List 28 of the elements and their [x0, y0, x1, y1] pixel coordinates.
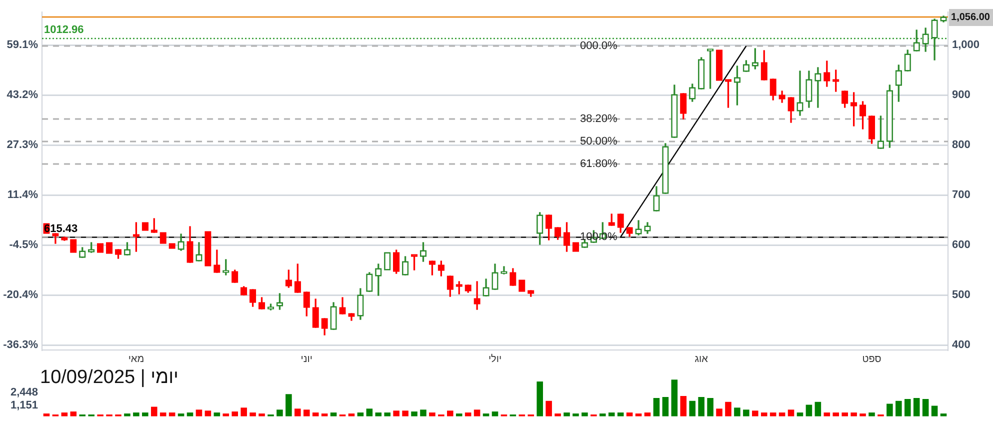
y-tick-label: 900: [952, 89, 970, 102]
y-tick-label: 500: [952, 289, 970, 302]
x-tick-label: יוני: [300, 354, 312, 365]
annotation: 61.80%: [580, 158, 618, 170]
y-tick-label: 1,000: [952, 39, 980, 52]
ref-line-label: 1012.96: [44, 24, 84, 36]
ref-line-label: 1,056.00: [951, 12, 990, 23]
x-tick-label: אוג: [694, 354, 709, 365]
x-tick-label: ספט: [862, 354, 882, 365]
y-tick-label: 1,151: [10, 399, 38, 412]
annotation: 50.00%: [580, 136, 618, 148]
x-tick-label: יולי: [488, 352, 502, 365]
y-tick-label: 2,448: [10, 386, 38, 399]
y2-tick-label: 43.2%: [6, 89, 38, 102]
y2-tick-label: -20.4%: [3, 289, 38, 302]
y2-tick-label: 11.4%: [7, 189, 38, 202]
y2-tick-label: -36.3%: [3, 339, 38, 351]
annotation: 38.20%: [580, 113, 618, 126]
annotation: 000.0%: [580, 40, 618, 52]
chart-title: יומי | 10/09/2025: [40, 367, 178, 389]
y-tick-label: 400: [952, 339, 970, 352]
y2-tick-label: -4.5%: [9, 239, 38, 252]
y-tick-label: 800: [952, 139, 970, 152]
x-tick-label: מאי: [128, 354, 144, 365]
y-tick-label: 700: [952, 189, 970, 202]
y2-tick-label: 59.1%: [6, 39, 38, 52]
y2-tick-label: 27.3%: [6, 139, 38, 152]
y-tick-label: 600: [952, 239, 970, 252]
